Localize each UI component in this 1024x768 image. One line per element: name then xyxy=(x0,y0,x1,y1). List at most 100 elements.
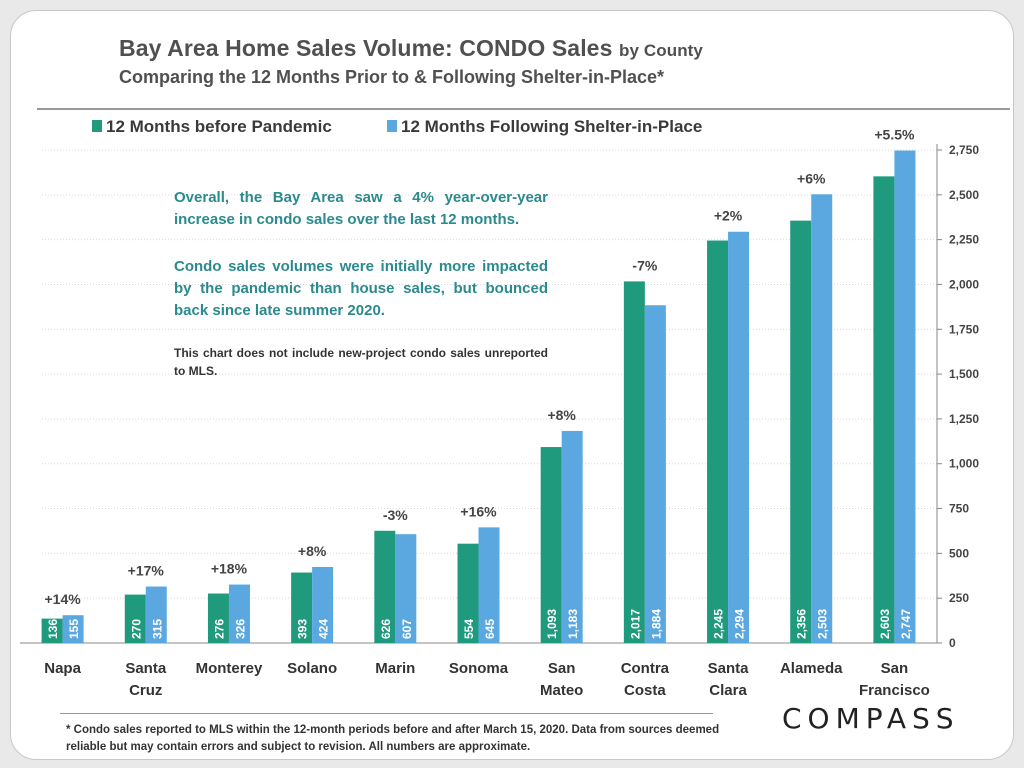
x-tick-label: Mateo xyxy=(540,682,583,699)
chart-subtitle: Comparing the 12 Months Prior to & Follo… xyxy=(119,67,665,87)
bar-value-label: 554 xyxy=(462,619,476,639)
legend-swatch-after xyxy=(387,120,397,132)
y-tick-label: 500 xyxy=(949,546,969,560)
bar-value-label: 607 xyxy=(400,619,414,639)
legend-label-before: 12 Months before Pandemic xyxy=(106,117,332,136)
bar-after xyxy=(561,430,583,643)
bar-value-label: 2,245 xyxy=(712,609,726,639)
change-label: +8% xyxy=(298,543,327,559)
y-tick-label: 1,250 xyxy=(949,412,979,426)
bar-after xyxy=(312,566,334,643)
bar-value-label: 1,183 xyxy=(566,609,580,639)
bar-value-label: 1,884 xyxy=(649,609,663,639)
bar-before xyxy=(540,447,562,643)
x-tick-label: Solano xyxy=(287,660,337,677)
x-tick-label: San xyxy=(881,660,909,677)
y-tick-label: 250 xyxy=(949,591,969,605)
bar-value-label: 2,356 xyxy=(795,609,809,639)
bar-after xyxy=(644,305,666,643)
x-tick-label: Clara xyxy=(709,682,747,699)
note-overall: Overall, the Bay Area saw a 4% year-over… xyxy=(174,189,548,228)
y-tick-label: 2,750 xyxy=(949,143,979,157)
note-exclusion: This chart does not include new-project … xyxy=(174,346,548,378)
y-tick-label: 1,000 xyxy=(949,457,979,471)
change-label: +5.5% xyxy=(874,127,915,143)
bar-value-label: 393 xyxy=(296,619,310,639)
y-tick-label: 2,000 xyxy=(949,277,979,291)
bar-before xyxy=(41,618,63,643)
bar-value-label: 326 xyxy=(233,619,247,639)
bar-before xyxy=(790,220,812,643)
change-label: +8% xyxy=(547,407,576,423)
change-label: -7% xyxy=(632,257,657,273)
bar-after xyxy=(728,231,750,644)
x-tick-label: Monterey xyxy=(196,660,263,677)
change-label: +14% xyxy=(44,591,81,607)
bar-before xyxy=(291,572,313,643)
change-label: +18% xyxy=(211,561,248,577)
chart-title: Bay Area Home Sales Volume: CONDO Sales … xyxy=(119,35,703,62)
y-tick-label: 1,500 xyxy=(949,367,979,381)
bar-before xyxy=(623,281,645,643)
y-tick-label: 750 xyxy=(949,502,969,516)
legend-label-after: 12 Months Following Shelter-in-Place xyxy=(401,117,702,136)
change-label: +16% xyxy=(460,503,497,519)
change-label: +17% xyxy=(128,563,165,579)
change-label: -3% xyxy=(383,507,408,523)
bar-value-label: 155 xyxy=(67,619,81,639)
bar-after xyxy=(62,615,84,643)
y-tick-label: 2,500 xyxy=(949,188,979,202)
bar-after xyxy=(811,194,833,643)
bar-value-label: 645 xyxy=(483,619,497,639)
legend-swatch-before xyxy=(92,120,102,132)
bar-value-label: 2,294 xyxy=(733,609,747,639)
chart-title-suffix: by County xyxy=(618,41,703,60)
x-tick-label: Contra xyxy=(621,660,670,677)
bar-before xyxy=(124,594,146,643)
bar-value-label: 2,503 xyxy=(816,609,830,639)
bar-value-label: 2,747 xyxy=(899,609,913,639)
bar-before xyxy=(374,530,396,643)
x-tick-label: San xyxy=(548,660,576,677)
bar-value-label: 626 xyxy=(379,619,393,639)
footnote-divider xyxy=(60,713,713,714)
chart-frame: Bay Area Home Sales Volume: CONDO Sales … xyxy=(10,10,1014,760)
x-tick-label: Santa xyxy=(708,660,750,677)
bar-after xyxy=(894,150,916,643)
x-tick-label: Santa xyxy=(125,660,167,677)
x-tick-label: Napa xyxy=(44,660,81,677)
change-label: +6% xyxy=(797,170,826,186)
chart-title-text: Bay Area Home Sales Volume: CONDO Sales xyxy=(119,35,613,61)
bar-value-label: 276 xyxy=(212,619,226,639)
y-tick-label: 0 xyxy=(949,636,956,650)
bar-before xyxy=(207,593,229,643)
footnote: * Condo sales reported to MLS within the… xyxy=(66,724,720,753)
bar-before xyxy=(873,176,895,643)
bar-before xyxy=(707,240,729,644)
bar-value-label: 136 xyxy=(46,619,60,639)
bar-after xyxy=(228,584,250,643)
y-tick-label: 1,750 xyxy=(949,322,979,336)
title-divider xyxy=(37,108,1010,110)
x-tick-label: Marin xyxy=(375,660,415,677)
bar-after xyxy=(395,534,417,643)
bar-before xyxy=(457,543,479,643)
change-label: +2% xyxy=(714,208,743,224)
x-tick-label: Francisco xyxy=(859,682,930,699)
bar-value-label: 315 xyxy=(150,619,164,639)
x-tick-label: Sonoma xyxy=(449,660,509,677)
bar-value-label: 270 xyxy=(129,619,143,639)
x-tick-label: Alameda xyxy=(780,660,843,677)
bar-after xyxy=(145,586,167,643)
compass-logo: COMPASS xyxy=(782,702,960,735)
x-tick-label: Cruz xyxy=(129,682,162,699)
note-impact: Condo sales volumes were initially more … xyxy=(174,258,548,319)
bar-value-label: 1,093 xyxy=(545,609,559,639)
y-tick-label: 2,250 xyxy=(949,233,979,247)
bar-after xyxy=(478,527,500,643)
bar-value-label: 2,017 xyxy=(628,609,642,639)
bar-value-label: 424 xyxy=(317,619,331,639)
bar-value-label: 2,603 xyxy=(878,609,892,639)
x-tick-label: Costa xyxy=(624,682,666,699)
